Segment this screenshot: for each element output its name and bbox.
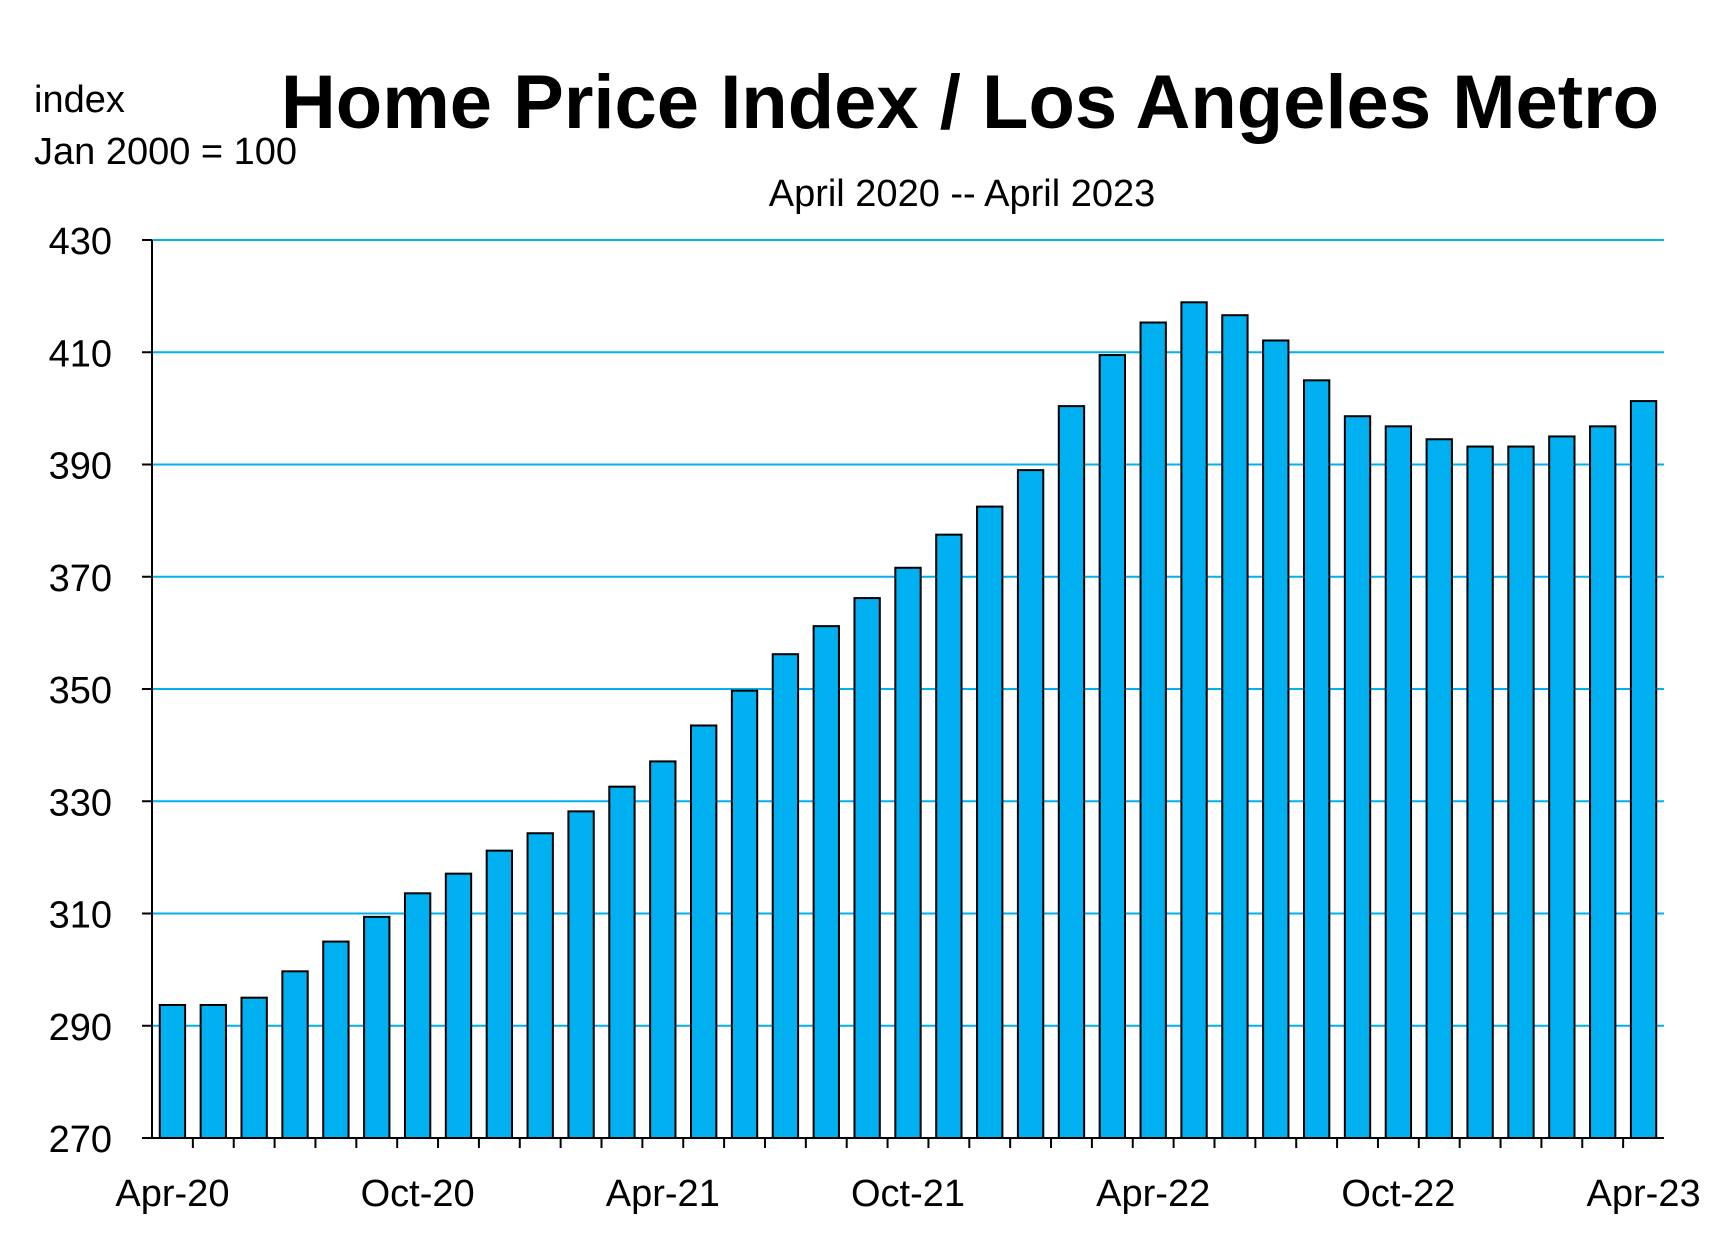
bar (935, 533, 963, 1139)
bar (1221, 314, 1249, 1139)
y-axis-label-line2: Jan 2000 = 100 (34, 131, 297, 173)
y-axis-label-line1: index (34, 79, 125, 121)
bar (281, 970, 309, 1140)
bar (771, 653, 800, 1139)
bar (1262, 339, 1290, 1139)
bar (1016, 469, 1045, 1139)
x-tick-label: Apr-21 (606, 1173, 720, 1215)
bar (485, 849, 514, 1139)
y-tick-label: 390 (49, 446, 112, 488)
bar (1057, 405, 1086, 1139)
bar (526, 832, 554, 1140)
bar (812, 625, 840, 1139)
bar (444, 872, 473, 1139)
x-tick-label: Apr-22 (1096, 1173, 1210, 1215)
y-tick-label: 350 (49, 670, 112, 712)
bar (608, 785, 636, 1139)
bar (976, 505, 1004, 1139)
bar (1098, 354, 1126, 1139)
bar (403, 892, 432, 1139)
bar (1384, 425, 1413, 1139)
bar (1507, 445, 1535, 1140)
y-tick-label: 410 (49, 333, 112, 375)
bar (1180, 301, 1208, 1139)
bar (1589, 425, 1617, 1139)
bar (1425, 438, 1453, 1139)
bar (1548, 435, 1576, 1139)
x-tick-label: Oct-20 (361, 1173, 475, 1215)
bar (363, 915, 391, 1139)
bar (1629, 400, 1658, 1139)
x-tick-label: Apr-20 (115, 1173, 229, 1215)
bar (158, 1003, 187, 1140)
y-tick-label: 430 (49, 221, 112, 263)
y-tick-label: 330 (49, 782, 112, 824)
bar (1139, 321, 1167, 1140)
chart-subtitle: April 2020 -- April 2023 (769, 173, 1156, 215)
y-tick-label: 370 (49, 558, 112, 600)
bars (158, 301, 1658, 1140)
x-tick-label: Oct-22 (1341, 1173, 1455, 1215)
bar (649, 760, 677, 1139)
bar (853, 597, 881, 1139)
axes (142, 239, 1664, 1148)
bar (730, 689, 759, 1140)
x-tick-label: Apr-23 (1587, 1173, 1701, 1215)
chart-title: Home Price Index / Los Angeles Metro (281, 60, 1659, 145)
bar (1343, 415, 1372, 1140)
bar (199, 1003, 227, 1140)
x-tick-label: Oct-21 (851, 1173, 965, 1215)
bar (1302, 379, 1331, 1139)
bar (690, 724, 718, 1139)
bar (1466, 445, 1494, 1140)
y-tick-labels: 270 290 310 330 350 370 390 410 430 (49, 221, 112, 1161)
bar (567, 810, 595, 1139)
bar (240, 996, 268, 1139)
x-tick-labels: Apr-20 Oct-20 Apr-21 Oct-21 Apr-22 Oct-22 Apr-… (115, 1173, 1700, 1215)
bar (322, 940, 350, 1139)
y-tick-label: 270 (49, 1119, 112, 1161)
bar (894, 566, 922, 1139)
y-tick-label: 290 (49, 1007, 112, 1049)
y-tick-label: 310 (49, 895, 112, 937)
